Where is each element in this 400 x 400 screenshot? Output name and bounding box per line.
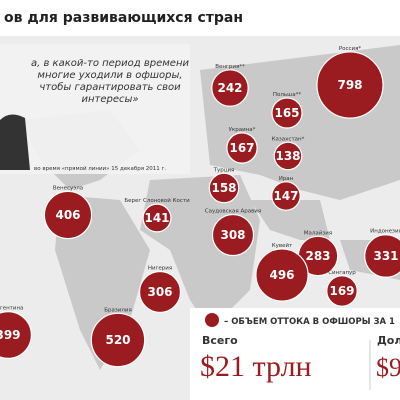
bubble-label: Кувейт bbox=[272, 242, 293, 249]
bubble bbox=[271, 97, 303, 129]
bubble-label: Украина* bbox=[229, 127, 256, 133]
bubble bbox=[0, 311, 32, 359]
footer-panel bbox=[190, 308, 400, 400]
bubble-value: 147 bbox=[273, 189, 298, 203]
bubble bbox=[316, 51, 384, 119]
bubble-value: 798 bbox=[337, 78, 362, 92]
bubble bbox=[208, 172, 240, 204]
bubble-label: Берег Слоновой Кости bbox=[124, 197, 190, 204]
bubble bbox=[326, 275, 358, 307]
bubble-value: 406 bbox=[55, 208, 80, 222]
title: ов для развивающихся стран bbox=[4, 10, 243, 26]
total-label-2: Дол bbox=[377, 334, 400, 347]
bubble-value: 141 bbox=[144, 211, 169, 225]
total-value-2: $9 bbox=[376, 353, 400, 382]
bubble bbox=[226, 132, 258, 164]
bubble bbox=[364, 234, 400, 278]
quote: а, в какой-то период времени многие уход… bbox=[31, 58, 189, 105]
bubble bbox=[273, 141, 303, 171]
bubble bbox=[138, 270, 182, 314]
quote-caption: во время «прямой линии» 15 декабря 2011 … bbox=[34, 165, 166, 172]
bubble-value: 165 bbox=[274, 106, 299, 120]
bubble-label: Бразилия bbox=[104, 307, 132, 313]
bubble-value: 138 bbox=[275, 149, 300, 163]
bubble-label: Саудовская Аравия bbox=[205, 208, 261, 214]
bubble-label: Аргентина bbox=[0, 306, 23, 312]
bubble-label: Сингапур bbox=[328, 270, 356, 276]
bubble-value: 306 bbox=[147, 285, 172, 299]
bubble-value: 242 bbox=[217, 81, 242, 95]
bubble-label: Малайзия bbox=[304, 229, 332, 236]
quote-box bbox=[0, 44, 190, 174]
total-label: Всего bbox=[202, 334, 238, 347]
bubble-value: 158 bbox=[211, 181, 236, 195]
legend-swatch bbox=[205, 313, 219, 327]
header-band bbox=[0, 0, 400, 36]
bubble-label: Россия* bbox=[339, 46, 362, 52]
bubble-value: 169 bbox=[329, 284, 354, 298]
bubble-label: Индонезия bbox=[370, 229, 400, 235]
bubble bbox=[43, 190, 93, 240]
bubble-value: 283 bbox=[305, 249, 330, 263]
bubble-label: Нигерия bbox=[148, 266, 172, 272]
quote-wrap: а, в какой-то период времени многие уход… bbox=[31, 58, 189, 105]
bubble bbox=[271, 181, 301, 211]
bubble-value: 167 bbox=[229, 141, 254, 155]
bubble-label: Турция bbox=[213, 167, 235, 173]
bubble-value: 308 bbox=[220, 228, 245, 242]
bubble-label: Иран bbox=[279, 176, 294, 182]
bubble bbox=[211, 213, 255, 257]
bubble-label: Казахстан* bbox=[272, 136, 305, 142]
bubble-label: Венгрия** bbox=[215, 64, 245, 70]
legend-text: – ОБЪЕМ ОТТОКА В ОФШОРЫ ЗА 1 bbox=[224, 317, 395, 327]
bubble-value: 496 bbox=[269, 268, 294, 282]
photo bbox=[0, 114, 30, 170]
bubble bbox=[255, 248, 309, 302]
bubble bbox=[142, 203, 172, 233]
bubble-value: 520 bbox=[105, 333, 130, 347]
bubble bbox=[90, 312, 146, 368]
bubble bbox=[211, 69, 249, 107]
total-value: $21 трлн bbox=[200, 350, 312, 383]
bubble-label: Польша** bbox=[273, 92, 301, 98]
bubble-value: 399 bbox=[0, 328, 21, 342]
bubble-label: Венесуэла bbox=[53, 185, 83, 191]
bubble-value: 331 bbox=[373, 249, 398, 263]
